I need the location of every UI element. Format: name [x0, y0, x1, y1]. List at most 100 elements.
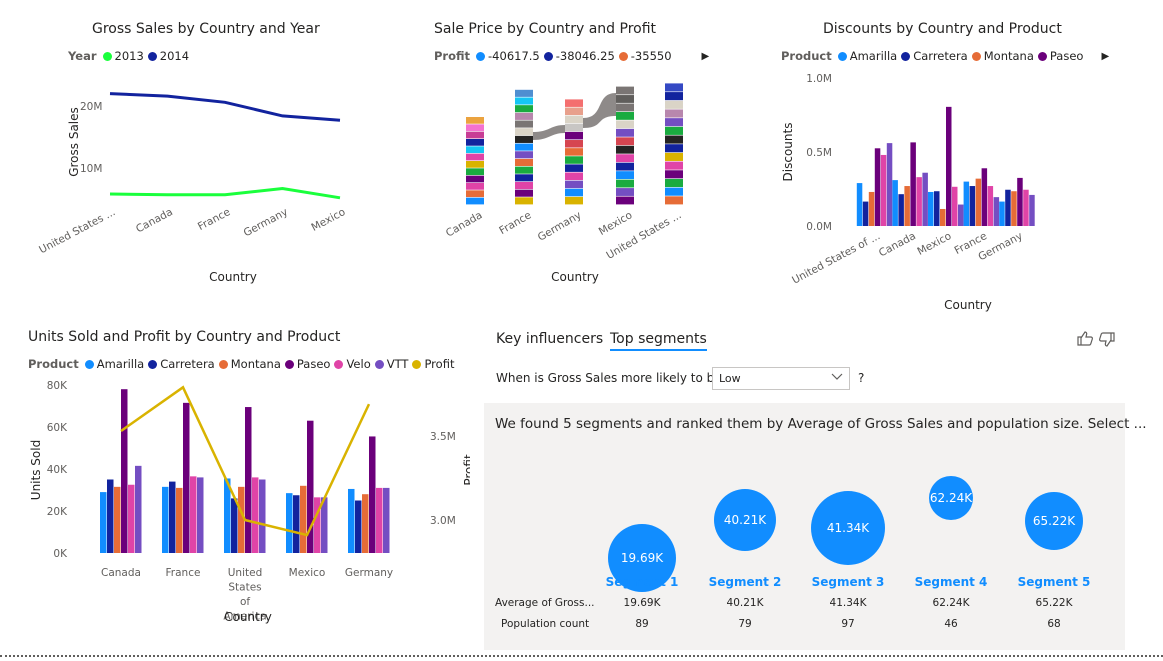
sale-price-visual[interactable]: Sale Price by Country and Profit Profit …: [400, 0, 730, 300]
discounts-chart[interactable]: 0.0M 0.5M 1.0M United States of ...CanadaMe…: [740, 0, 1163, 320]
bar-velo: [916, 177, 922, 226]
stack-segment: [565, 180, 583, 189]
segment-bubbles[interactable]: 19.69K 40.21K 41.34K 62.24K 65.22K: [484, 441, 1125, 611]
row-label-population: Population count: [501, 618, 590, 630]
stack-segment: [665, 100, 683, 109]
tab-top-segments[interactable]: Top segments: [610, 331, 707, 351]
stack-segment: [466, 161, 484, 168]
gross-sales-level-select[interactable]: Low: [712, 367, 850, 390]
legend-dot: [147, 51, 157, 61]
legend-item[interactable]: Carretera: [901, 49, 968, 63]
legend-item[interactable]: -40617.5: [476, 49, 540, 63]
legend-item[interactable]: Velo: [334, 357, 371, 371]
segment-label[interactable]: Segment 2: [708, 575, 782, 589]
legend-label: Montana: [230, 357, 281, 371]
stack-segment: [515, 105, 533, 113]
stack-segment: [565, 188, 583, 197]
legend-item[interactable]: Carretera: [148, 357, 215, 371]
bar-velo: [190, 476, 197, 553]
legend-dot: [618, 51, 628, 61]
x-tick-label: Canada: [444, 209, 485, 239]
gross-sales-visual[interactable]: Gross Sales by Country and Year Year 201…: [0, 0, 400, 300]
segment-label[interactable]: Segment 3: [811, 575, 885, 589]
stack-segment: [466, 190, 484, 198]
segment-bubble: [608, 524, 676, 592]
stack-segment: [665, 178, 683, 188]
bar-vtt: [197, 477, 204, 553]
stack-segment: [665, 152, 683, 161]
stack-segment: [665, 83, 683, 92]
legend-item-2014[interactable]: 2014: [147, 49, 189, 63]
stack-segment: [565, 164, 583, 172]
bar-paseo: [183, 402, 190, 553]
legend-dot: [476, 51, 486, 61]
y-tick-label: 1.0M: [806, 73, 832, 85]
y2-axis-title: Profit: [462, 454, 470, 486]
stack-segment: [466, 183, 484, 190]
bar-paseo: [307, 420, 314, 553]
legend-next-icon[interactable]: ▶: [1101, 50, 1110, 62]
discounts-visual[interactable]: Discounts by Country and Product Product…: [740, 0, 1163, 320]
bar-vtt: [135, 465, 142, 553]
legend-item[interactable]: Montana: [971, 49, 1034, 63]
y-axis-title: Discounts: [781, 123, 795, 182]
x-axis-title: Country: [224, 610, 272, 624]
tab-key-influencers[interactable]: Key influencers: [496, 331, 604, 347]
stack-segment: [616, 128, 634, 137]
legend-item[interactable]: VTT: [374, 357, 408, 371]
legend-item[interactable]: -35550: [618, 49, 672, 63]
stack-segment: [515, 143, 533, 151]
segment-population: 79: [738, 618, 752, 630]
segment-average: 19.69K: [623, 597, 661, 609]
units-profit-visual[interactable]: Units Sold and Profit by Country and Pro…: [0, 320, 470, 650]
segment-label[interactable]: Segment 4: [914, 575, 988, 589]
stack-segment: [515, 189, 533, 197]
legend-label: 2013: [114, 49, 144, 63]
legend-dot: [374, 359, 384, 369]
key-influencers-visual[interactable]: Key influencers Top segments When is Gro…: [484, 320, 1147, 650]
segment-label[interactable]: Segment 5: [1017, 575, 1091, 589]
thumbs-up-icon[interactable]: [1076, 330, 1094, 350]
bar-paseo: [245, 407, 252, 553]
stack-segment: [616, 196, 634, 205]
bar-vtt: [1029, 194, 1035, 226]
segment-label[interactable]: Segment 1: [605, 575, 679, 589]
gross-sales-legend: Year 2013 2014: [68, 49, 193, 63]
bar-vtt: [259, 479, 266, 553]
bar-velo: [376, 487, 383, 553]
legend-label: Montana: [983, 49, 1034, 63]
units-profit-title: Units Sold and Profit by Country and Pro…: [28, 329, 341, 345]
legend-label: Carretera: [913, 49, 968, 63]
bar-montana: [868, 191, 875, 226]
segment-average: 41.34K: [829, 597, 867, 609]
units-profit-chart[interactable]: 0K 20K 40K 60K 80K 3.0M 3.5M Canada France United…: [0, 320, 470, 650]
x-tick-label: Mexico: [597, 209, 635, 238]
gross-sales-chart[interactable]: 10M 20M United States ... Canada France Germa…: [0, 0, 400, 300]
legend-item[interactable]: Montana: [218, 357, 281, 371]
stack-segment: [515, 197, 533, 205]
legend-next-icon[interactable]: ▶: [701, 50, 710, 62]
segment-average: 62.24K: [932, 597, 970, 609]
bar-amarilla: [999, 201, 1005, 226]
segment-bubble: [811, 491, 885, 565]
legend-item[interactable]: Amarilla: [84, 357, 144, 371]
x-tick-label: United States ...: [37, 206, 117, 256]
sale-price-legend-title: Profit: [434, 49, 471, 63]
bar-carretera: [355, 500, 362, 553]
legend-item[interactable]: Paseo: [284, 357, 330, 371]
legend-item-2013[interactable]: 2013: [102, 49, 144, 63]
stack-segment: [515, 97, 533, 105]
bar-montana: [362, 494, 369, 553]
ribbon: [583, 93, 616, 128]
legend-item[interactable]: Amarilla: [837, 49, 897, 63]
legend-item[interactable]: Profit: [412, 357, 454, 371]
thumbs-down-icon[interactable]: [1098, 332, 1116, 352]
x-tick-label: France: [166, 567, 201, 579]
discounts-title: Discounts by Country and Product: [823, 21, 1062, 37]
stack-segment: [616, 171, 634, 180]
legend-item[interactable]: Paseo: [1037, 49, 1083, 63]
legend-item[interactable]: -38046.25: [543, 49, 615, 63]
gross-sales-legend-title: Year: [68, 49, 97, 63]
bar-amarilla: [856, 183, 863, 226]
